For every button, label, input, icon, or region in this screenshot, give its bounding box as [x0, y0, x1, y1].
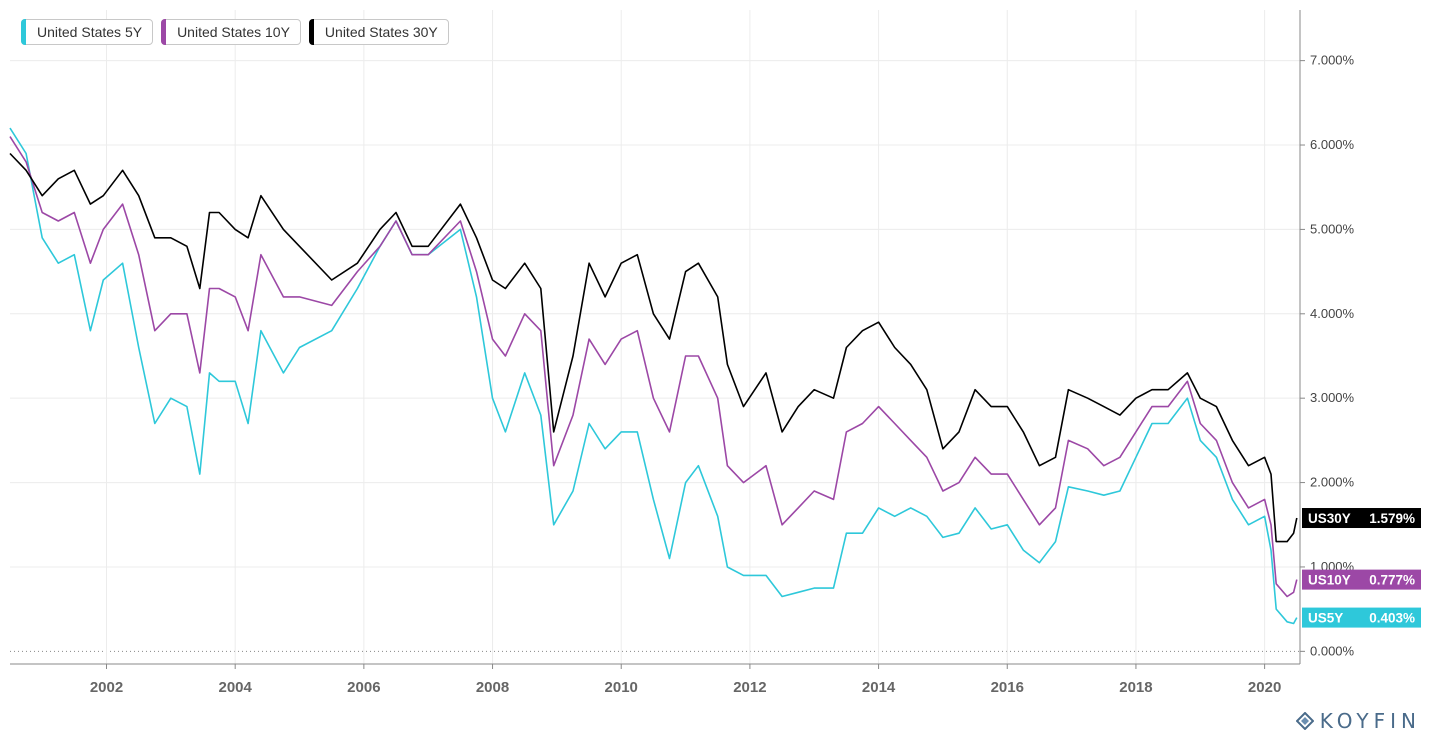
value-tag-us10y	[1302, 569, 1421, 590]
legend: United States 5Y United States 10Y Unite…	[21, 19, 449, 45]
value-tag-symbol: US30Y	[1308, 511, 1351, 526]
value-tag-value: 0.403%	[1369, 611, 1415, 626]
y-tick-label: 6.000%	[1310, 137, 1355, 152]
value-tag-us30y	[1302, 508, 1421, 529]
x-tick-label: 2014	[862, 679, 896, 696]
legend-item-us10y[interactable]: United States 10Y	[161, 19, 301, 45]
x-tick-label: 2010	[605, 679, 638, 696]
value-tag-symbol: US5Y	[1308, 611, 1343, 626]
series-lines	[9, 127, 1298, 625]
grid-lines	[10, 10, 1300, 664]
x-tick-label: 2018	[1119, 679, 1152, 696]
y-tick-label: 5.000%	[1310, 221, 1355, 236]
legend-label-us10y: United States 10Y	[177, 24, 290, 40]
value-tag-symbol: US10Y	[1308, 573, 1351, 588]
y-tick-label: 7.000%	[1310, 53, 1355, 68]
value-tag-value: 0.777%	[1369, 573, 1415, 588]
axes	[10, 10, 1305, 669]
tick-labels: 0.000%1.000%2.000%3.000%4.000%5.000%6.00…	[90, 53, 1355, 696]
x-tick-label: 2006	[347, 679, 380, 696]
x-tick-label: 2012	[733, 679, 766, 696]
series-line-us10y	[9, 136, 1298, 598]
y-tick-label: 3.000%	[1310, 390, 1355, 405]
legend-swatch-us10y	[161, 19, 167, 45]
x-tick-label: 2016	[991, 679, 1024, 696]
legend-label-us30y: United States 30Y	[324, 24, 438, 40]
x-tick-label: 2004	[218, 679, 252, 696]
legend-item-us30y[interactable]: United States 30Y	[308, 19, 449, 45]
y-tick-label: 4.000%	[1310, 306, 1355, 321]
series-line-us5y	[9, 127, 1298, 625]
legend-swatch-us5y	[21, 19, 26, 45]
series-line-us30y	[9, 152, 1298, 543]
y-tick-label: 0.000%	[1310, 643, 1355, 658]
value-tag-us5y	[1302, 607, 1421, 628]
koyfin-diamond-icon	[1295, 712, 1314, 730]
legend-swatch-us30y	[308, 19, 314, 45]
y-tick-label: 2.000%	[1310, 475, 1355, 490]
value-tag-value: 1.579%	[1369, 511, 1415, 526]
brand-name: KOYFIN	[1319, 709, 1421, 733]
x-tick-label: 2002	[90, 679, 123, 696]
x-tick-label: 2020	[1248, 679, 1281, 696]
value-tags: US5Y 0.403% US10Y 0.777% US30Y 1.579%	[1302, 508, 1421, 628]
legend-label-us5y: United States 5Y	[37, 24, 143, 40]
koyfin-logo: KOYFIN	[1295, 709, 1421, 733]
x-tick-label: 2008	[476, 679, 509, 696]
legend-item-us5y[interactable]: United States 5Y	[21, 19, 154, 45]
